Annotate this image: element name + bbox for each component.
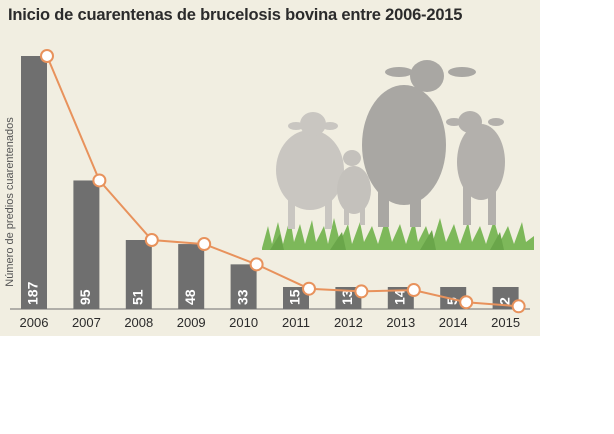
bar-2010 — [230, 264, 257, 309]
bar-2015 — [492, 287, 519, 309]
x-tick-label-2013: 2013 — [386, 315, 415, 330]
trend-marker-2010 — [249, 257, 264, 272]
chart-svg: Número de predios cuarentenados 187 95 51 4… — [4, 49, 534, 330]
trend-line-layer — [40, 49, 526, 314]
trend-marker-2006 — [40, 49, 54, 63]
x-tick-label-2008: 2008 — [124, 315, 153, 330]
trend-marker-2015 — [511, 299, 526, 314]
x-tick-label-2009: 2009 — [177, 315, 206, 330]
bar-value-label-2015: 2 — [496, 297, 512, 305]
bars-layer: 187 95 51 48 33 15 13 14 5 2 — [21, 56, 519, 309]
trend-marker-2008 — [144, 233, 159, 247]
bar-value-label-2009: 48 — [182, 289, 198, 305]
trend-marker-2013 — [406, 283, 421, 298]
x-tick-label-2010: 2010 — [229, 315, 258, 330]
x-tick-label-2015: 2015 — [491, 315, 520, 330]
bar-value-label-2012: 13 — [339, 289, 355, 305]
trend-line — [46, 55, 519, 308]
bar-2007 — [73, 180, 100, 309]
grass-patch — [262, 218, 534, 250]
chart-title: Inicio de cuarentenas de brucelosis bovi… — [8, 6, 463, 24]
bar-value-label-2007: 95 — [77, 289, 93, 305]
trend-marker-2011 — [302, 281, 316, 296]
bar-2009 — [178, 244, 205, 309]
trend-marker-2007 — [92, 173, 107, 188]
cow-illustration — [262, 60, 534, 250]
lamb — [337, 150, 371, 225]
bar-2006 — [21, 56, 47, 309]
bar-2011 — [283, 287, 309, 309]
cow-back-left — [276, 112, 344, 229]
x-tick-labels: 2006 2007 2008 2009 2010 2011 2012 2013 2014 2015 — [20, 315, 521, 330]
x-tick-label-2006: 2006 — [20, 315, 49, 330]
bar-value-label-2014: 5 — [444, 297, 460, 305]
x-tick-label-2014: 2014 — [439, 315, 468, 330]
trend-marker-2014 — [459, 295, 474, 310]
trend-marker-2012 — [354, 284, 369, 299]
bar-value-label-2006: 187 — [25, 281, 41, 305]
x-tick-label-2007: 2007 — [72, 315, 101, 330]
cow-front — [362, 60, 476, 227]
bar-value-label-2013: 14 — [392, 289, 408, 305]
y-axis-label: Número de predios cuarentenados — [4, 117, 16, 287]
x-tick-label-2011: 2011 — [282, 315, 310, 330]
trend-marker-2009 — [197, 237, 212, 252]
bar-value-label-2011: 15 — [287, 289, 303, 305]
bar-2008 — [125, 240, 152, 309]
bar-value-label-2008: 51 — [130, 289, 146, 305]
bar-value-label-2010: 33 — [234, 289, 250, 305]
sheep-right — [446, 111, 505, 225]
x-tick-label-2012: 2012 — [334, 315, 363, 330]
